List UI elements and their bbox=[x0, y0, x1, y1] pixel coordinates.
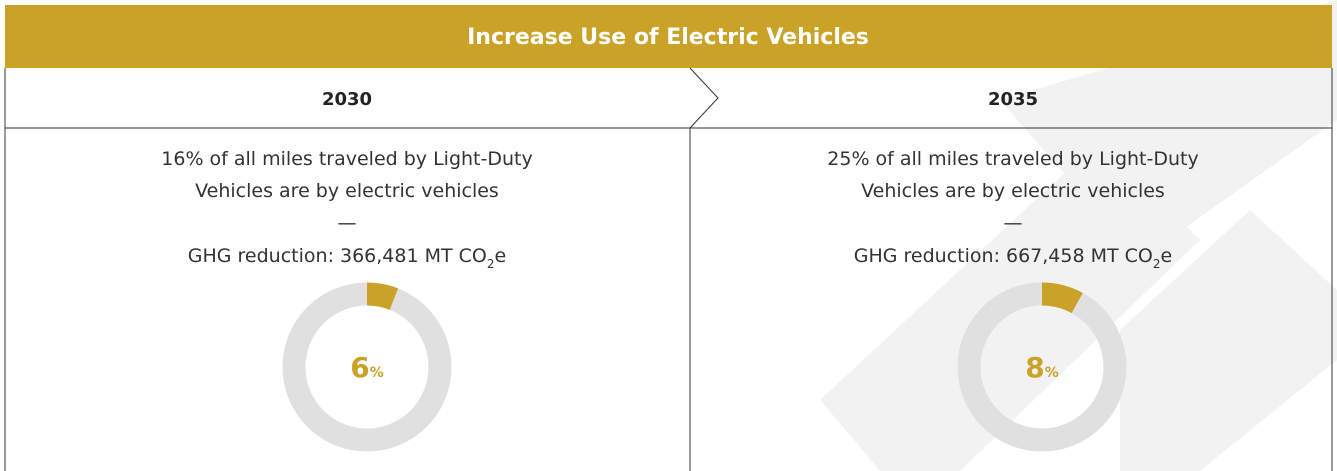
donut-unit: % bbox=[370, 365, 384, 381]
donut-segment bbox=[366, 282, 399, 310]
separator: — bbox=[1004, 212, 1023, 234]
borders bbox=[4, 67, 1333, 471]
reduction-text: GHG reduction: 667,458 MT CO bbox=[854, 245, 1153, 267]
donut-unit: % bbox=[1045, 365, 1059, 381]
header-bar bbox=[5, 5, 1332, 68]
description-line: Vehicles are by electric vehicles bbox=[861, 180, 1165, 202]
watermark bbox=[820, 0, 1337, 471]
reduction: GHG reduction: 667,458 MT CO2e bbox=[854, 245, 1172, 271]
separator: — bbox=[338, 212, 357, 234]
reduction-subscript: 2 bbox=[487, 257, 495, 271]
donut-label: 8% bbox=[1025, 351, 1059, 384]
header-title: Increase Use of Electric Vehicles bbox=[467, 25, 869, 50]
donut-value: 8 bbox=[1025, 351, 1044, 384]
donut-label: 6% bbox=[350, 351, 384, 384]
reduction: GHG reduction: 366,481 MT CO2e bbox=[188, 245, 506, 271]
donut-value: 6 bbox=[350, 351, 369, 384]
year: 2030 bbox=[322, 89, 372, 110]
description-line: 16% of all miles traveled by Light-Duty bbox=[161, 148, 532, 170]
reduction-subscript: 2 bbox=[1153, 257, 1161, 271]
year: 2035 bbox=[988, 89, 1038, 110]
description-line: 25% of all miles traveled by Light-Duty bbox=[827, 148, 1198, 170]
description-line: Vehicles are by electric vehicles bbox=[195, 180, 499, 202]
reduction-text: GHG reduction: 366,481 MT CO bbox=[188, 245, 487, 267]
reduction-suffix: e bbox=[495, 245, 507, 267]
reduction-suffix: e bbox=[1161, 245, 1173, 267]
donut-segment bbox=[1041, 282, 1083, 314]
